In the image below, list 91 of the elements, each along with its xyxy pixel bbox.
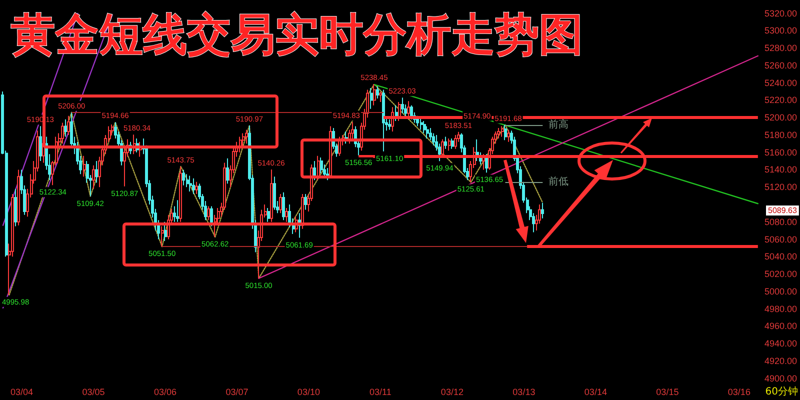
- candlestick: [388, 118, 391, 130]
- line-series: [8, 84, 544, 296]
- candlestick: [313, 160, 316, 181]
- candlestick: [338, 136, 341, 156]
- candlestick: [301, 194, 304, 230]
- candlestick: [61, 122, 64, 144]
- y-tick-label: 5140.00: [764, 164, 798, 175]
- candlestick: [17, 169, 20, 226]
- candlestick: [245, 129, 248, 144]
- y-tick-label: 4900.00: [764, 373, 798, 384]
- candlestick: [370, 88, 373, 110]
- candlestick: [92, 164, 95, 190]
- x-tick-label: 03/15: [656, 386, 679, 397]
- candlestick: [279, 194, 282, 214]
- y-tick-label: 4920.00: [764, 356, 798, 366]
- y-tick-label: 5240.00: [764, 78, 798, 88]
- candlestick: [176, 200, 179, 222]
- candlestick: [179, 166, 182, 222]
- candlestick: [304, 194, 307, 210]
- candlestick: [485, 154, 488, 174]
- candlestick: [448, 138, 451, 152]
- y-tick-label: 5300.00: [764, 26, 798, 36]
- candlestick: [507, 129, 510, 142]
- candlestick: [192, 178, 195, 195]
- candlestick: [541, 202, 544, 219]
- y-tick-label: 5000.00: [764, 286, 798, 296]
- candlestick: [270, 169, 273, 222]
- y-tick-label: 5040.00: [764, 252, 798, 262]
- y-tick-label: 5220.00: [764, 95, 798, 106]
- candlestick: [161, 226, 164, 248]
- candlestick: [207, 206, 210, 221]
- candlestick: [273, 176, 276, 210]
- x-tick-label: 03/16: [728, 386, 750, 397]
- candlestick: [189, 175, 192, 192]
- candlestick: [326, 167, 329, 181]
- x-tick-label: 03/07: [226, 386, 248, 397]
- y-tick-label: 5280.00: [764, 43, 798, 54]
- candlestick: [382, 89, 385, 152]
- y-tick-label: 5080.00: [764, 216, 798, 227]
- y-tick-label: 5200.00: [764, 112, 798, 123]
- candlestick: [373, 84, 376, 106]
- y-tick-label: 5260.00: [764, 60, 798, 70]
- candlestick: [504, 124, 507, 141]
- ref-line-label: 前高: [548, 118, 569, 130]
- candlestick: [444, 136, 447, 150]
- candlestick: [376, 86, 379, 99]
- x-tick-label: 03/06: [154, 386, 176, 397]
- ref-line-label: 前低: [548, 176, 569, 188]
- candlestick: [39, 126, 42, 162]
- candlestick: [210, 206, 213, 227]
- candlestick: [226, 158, 229, 184]
- y-tick-label: 4940.00: [764, 338, 798, 349]
- candlestick: [195, 181, 198, 195]
- y-tick-label: 5060.00: [764, 234, 798, 244]
- y-tick-label: 5320.00: [764, 8, 798, 18]
- text: 5089.63: [768, 206, 798, 216]
- y-tick-label: 4980.00: [764, 304, 798, 314]
- candlestick: [320, 157, 323, 174]
- candlestick: [379, 91, 382, 102]
- candlestick: [164, 221, 167, 242]
- y-tick-label: 5180.00: [764, 130, 798, 140]
- y-tick-label: 5120.00: [764, 182, 798, 192]
- candlestick: [420, 117, 423, 130]
- x-tick-label: 03/12: [440, 386, 464, 397]
- candlestick: [186, 174, 189, 188]
- candlestick: [317, 155, 320, 181]
- y-tick-label: 5160.00: [764, 147, 798, 158]
- text: 60分钟: [765, 386, 798, 398]
- candlestick: [501, 126, 504, 138]
- candlestick: [95, 160, 98, 184]
- candlestick: [454, 134, 457, 150]
- candlestick: [64, 118, 67, 138]
- x-tick-label: 03/04: [10, 386, 33, 397]
- x-tick-label: 03/14: [584, 386, 607, 397]
- candlestick: [267, 207, 270, 222]
- candlestick: [285, 207, 288, 222]
- candlestick: [410, 104, 413, 120]
- x-tick-label: 03/10: [297, 386, 320, 397]
- x-tick-label: 03/11: [370, 386, 392, 397]
- y-tick-label: 4960.00: [764, 321, 798, 332]
- x-tick-label: 03/05: [82, 386, 105, 397]
- candlestick: [476, 138, 479, 162]
- candlestick: [83, 155, 86, 178]
- candlestick: [182, 169, 185, 186]
- candlestick: [451, 138, 454, 150]
- candlestick: [67, 115, 70, 136]
- candlestick: [401, 97, 404, 114]
- x-tick-label: 03/13: [512, 386, 536, 397]
- candlestick: [14, 188, 17, 227]
- candlestick: [282, 192, 285, 221]
- y-tick-label: 5020.00: [764, 269, 798, 280]
